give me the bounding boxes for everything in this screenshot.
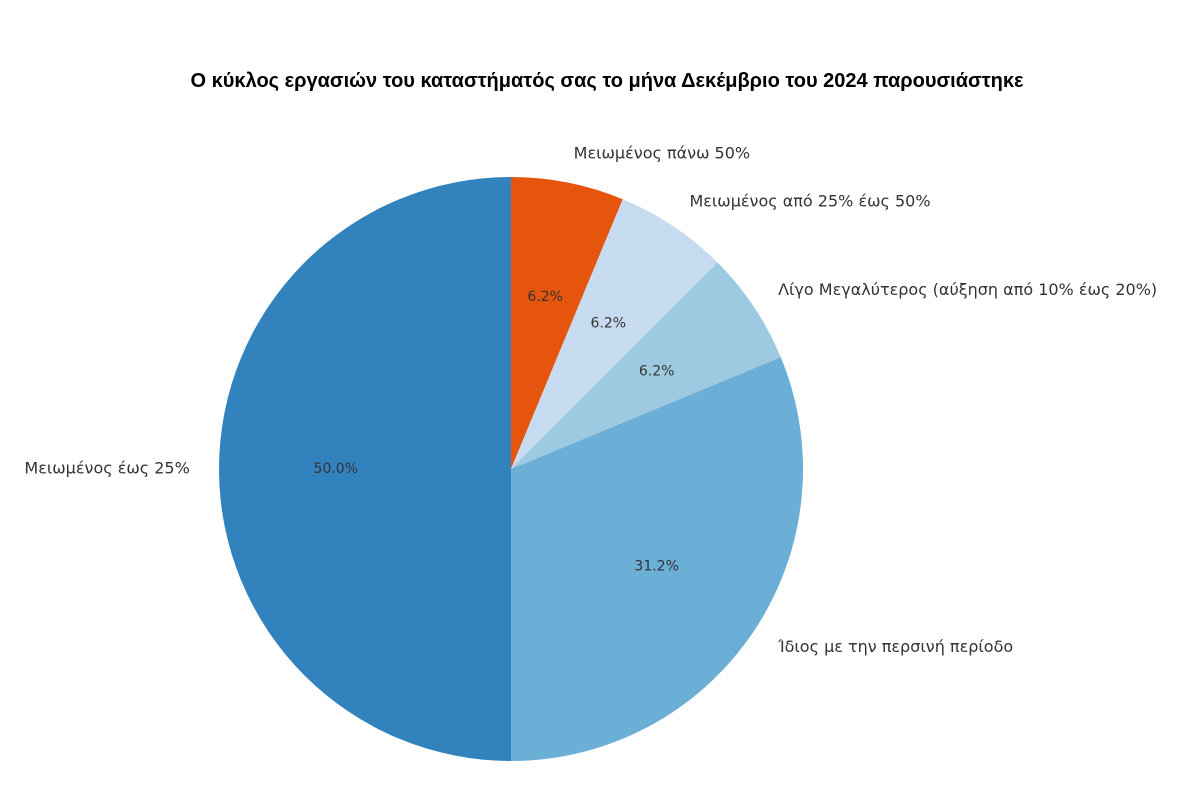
slice-percent-label: 6.2% bbox=[527, 289, 563, 305]
slice-percent-label: 31.2% bbox=[634, 558, 678, 574]
slice-label: Μειωμένος πάνω 50% bbox=[574, 143, 750, 162]
pie-slice bbox=[511, 357, 803, 761]
pie-slice bbox=[511, 177, 623, 469]
pie-slice bbox=[511, 262, 781, 469]
slice-label: Ίδιος με την περσινή περίοδο bbox=[777, 637, 1013, 656]
slice-label: Λίγο Μεγαλύτερος (αύξηση από 10% έως 20%… bbox=[778, 280, 1157, 299]
slice-percent-label: 6.2% bbox=[591, 315, 627, 331]
chart-title: Ο κύκλος εργασιών του καταστήματός σας τ… bbox=[190, 70, 1024, 92]
slice-percent-label: 50.0% bbox=[314, 461, 358, 477]
pie-slice bbox=[511, 199, 718, 469]
pie-slice bbox=[219, 177, 511, 761]
slice-label: Μειωμένος έως 25% bbox=[24, 459, 189, 478]
slice-percent-label: 6.2% bbox=[639, 364, 675, 380]
slice-label: Μειωμένος από 25% έως 50% bbox=[689, 191, 930, 210]
